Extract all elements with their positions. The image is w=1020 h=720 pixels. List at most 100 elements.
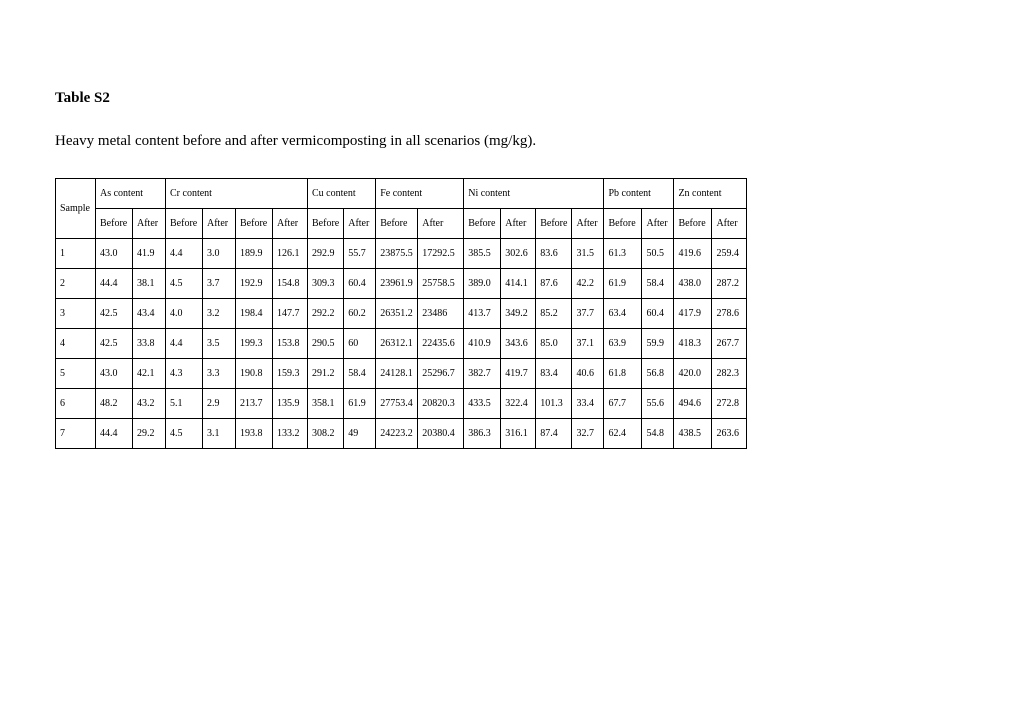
table-cell: 290.5 bbox=[308, 329, 344, 359]
table-cell: 2.9 bbox=[203, 389, 236, 419]
col-sub-header: Before bbox=[464, 209, 501, 239]
table-cell: 58.4 bbox=[642, 269, 674, 299]
table-cell: 63.4 bbox=[604, 299, 642, 329]
table-cell: 418.3 bbox=[674, 329, 712, 359]
table-row: 648.243.25.12.9213.7135.9358.161.927753.… bbox=[56, 389, 747, 419]
table-cell: 4.0 bbox=[166, 299, 203, 329]
table-cell: 153.8 bbox=[273, 329, 308, 359]
col-sub-header: Before bbox=[536, 209, 572, 239]
table-cell: 42.5 bbox=[96, 299, 133, 329]
table-cell: 42.2 bbox=[572, 269, 604, 299]
col-sub-header: Before bbox=[166, 209, 203, 239]
table-cell: 55.6 bbox=[642, 389, 674, 419]
col-sub-header: After bbox=[273, 209, 308, 239]
table-cell: 3.5 bbox=[203, 329, 236, 359]
table-cell: 4.3 bbox=[166, 359, 203, 389]
table-cell: 1 bbox=[56, 239, 96, 269]
table-cell: 291.2 bbox=[308, 359, 344, 389]
table-cell: 419.6 bbox=[674, 239, 712, 269]
table-cell: 33.4 bbox=[572, 389, 604, 419]
col-sub-header: After bbox=[501, 209, 536, 239]
table-cell: 49 bbox=[344, 419, 376, 449]
table-cell: 20380.4 bbox=[418, 419, 464, 449]
table-cell: 61.9 bbox=[604, 269, 642, 299]
table-cell: 193.8 bbox=[236, 419, 273, 449]
table-cell: 4.5 bbox=[166, 269, 203, 299]
table-cell: 263.6 bbox=[712, 419, 747, 449]
table-cell: 26351.2 bbox=[376, 299, 418, 329]
table-cell: 135.9 bbox=[273, 389, 308, 419]
table-cell: 61.8 bbox=[604, 359, 642, 389]
table-cell: 60 bbox=[344, 329, 376, 359]
table-cell: 287.2 bbox=[712, 269, 747, 299]
table-cell: 22435.6 bbox=[418, 329, 464, 359]
table-cell: 67.7 bbox=[604, 389, 642, 419]
table-cell: 385.5 bbox=[464, 239, 501, 269]
table-cell: 87.4 bbox=[536, 419, 572, 449]
table-cell: 83.6 bbox=[536, 239, 572, 269]
table-cell: 20820.3 bbox=[418, 389, 464, 419]
table-cell: 37.1 bbox=[572, 329, 604, 359]
table-cell: 5.1 bbox=[166, 389, 203, 419]
table-cell: 24223.2 bbox=[376, 419, 418, 449]
table-cell: 60.4 bbox=[642, 299, 674, 329]
table-cell: 23875.5 bbox=[376, 239, 418, 269]
table-cell: 4 bbox=[56, 329, 96, 359]
table-cell: 3.3 bbox=[203, 359, 236, 389]
table-cell: 60.4 bbox=[344, 269, 376, 299]
table-cell: 63.9 bbox=[604, 329, 642, 359]
col-sub-header: Before bbox=[236, 209, 273, 239]
table-cell: 27753.4 bbox=[376, 389, 418, 419]
data-table: Sample As contentCr contentCu contentFe … bbox=[55, 178, 747, 449]
table-cell: 43.4 bbox=[133, 299, 166, 329]
table-cell: 43.2 bbox=[133, 389, 166, 419]
table-cell: 24128.1 bbox=[376, 359, 418, 389]
table-row: 442.533.84.43.5199.3153.8290.56026312.12… bbox=[56, 329, 747, 359]
table-cell: 5 bbox=[56, 359, 96, 389]
table-cell: 413.7 bbox=[464, 299, 501, 329]
col-group-header: Zn content bbox=[674, 179, 747, 209]
col-sub-header: After bbox=[572, 209, 604, 239]
table-cell: 433.5 bbox=[464, 389, 501, 419]
table-cell: 44.4 bbox=[96, 419, 133, 449]
table-cell: 133.2 bbox=[273, 419, 308, 449]
table-cell: 60.2 bbox=[344, 299, 376, 329]
table-cell: 29.2 bbox=[133, 419, 166, 449]
table-cell: 292.9 bbox=[308, 239, 344, 269]
table-cell: 101.3 bbox=[536, 389, 572, 419]
table-cell: 7 bbox=[56, 419, 96, 449]
table-cell: 349.2 bbox=[501, 299, 536, 329]
table-row: 744.429.24.53.1193.8133.2308.24924223.22… bbox=[56, 419, 747, 449]
table-cell: 126.1 bbox=[273, 239, 308, 269]
table-cell: 23961.9 bbox=[376, 269, 418, 299]
table-cell: 3.7 bbox=[203, 269, 236, 299]
table-cell: 42.1 bbox=[133, 359, 166, 389]
col-sub-header: After bbox=[344, 209, 376, 239]
col-sub-header: After bbox=[418, 209, 464, 239]
table-cell: 3.2 bbox=[203, 299, 236, 329]
table-cell: 41.9 bbox=[133, 239, 166, 269]
table-cell: 278.6 bbox=[712, 299, 747, 329]
table-caption: Heavy metal content before and after ver… bbox=[55, 133, 965, 150]
table-cell: 267.7 bbox=[712, 329, 747, 359]
col-sub-header: Before bbox=[674, 209, 712, 239]
table-cell: 85.0 bbox=[536, 329, 572, 359]
table-cell: 42.5 bbox=[96, 329, 133, 359]
col-sub-header: Before bbox=[604, 209, 642, 239]
table-cell: 55.7 bbox=[344, 239, 376, 269]
table-cell: 87.6 bbox=[536, 269, 572, 299]
table-cell: 3.0 bbox=[203, 239, 236, 269]
table-cell: 62.4 bbox=[604, 419, 642, 449]
table-cell: 382.7 bbox=[464, 359, 501, 389]
table-cell: 25758.5 bbox=[418, 269, 464, 299]
table-cell: 159.3 bbox=[273, 359, 308, 389]
col-header-sample: Sample bbox=[56, 179, 96, 239]
col-group-header: Ni content bbox=[464, 179, 604, 209]
table-cell: 25296.7 bbox=[418, 359, 464, 389]
table-cell: 189.9 bbox=[236, 239, 273, 269]
table-cell: 343.6 bbox=[501, 329, 536, 359]
table-cell: 61.3 bbox=[604, 239, 642, 269]
table-cell: 147.7 bbox=[273, 299, 308, 329]
table-cell: 44.4 bbox=[96, 269, 133, 299]
table-cell: 389.0 bbox=[464, 269, 501, 299]
